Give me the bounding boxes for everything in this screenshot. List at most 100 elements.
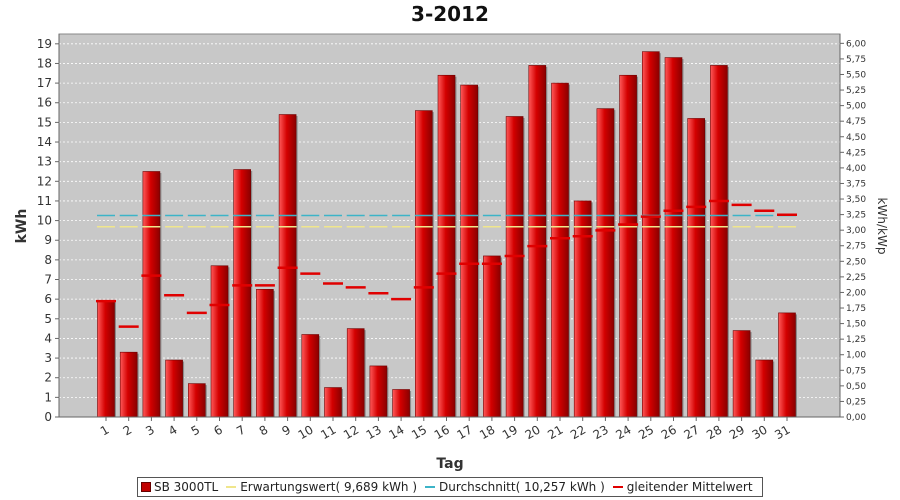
bar (551, 82, 569, 418)
y2-tick-label: 5,50 (846, 70, 866, 80)
x-tick-label: 31 (772, 422, 792, 442)
legend-label: SB 3000TL (154, 480, 219, 494)
bar (619, 74, 637, 418)
y2-tick-label: 2,50 (846, 257, 866, 267)
y2-tick-label: 0,00 (846, 413, 866, 423)
bar (687, 118, 706, 418)
x-tick-label: 28 (704, 422, 724, 442)
bar (414, 110, 433, 418)
legend-item-moving-average: gleitender Mittelwert (612, 480, 753, 494)
x-tick-label: 7 (234, 422, 248, 438)
bar (233, 169, 251, 418)
y-tick-label: 17 (37, 76, 52, 90)
legend-item-expected: Erwartungswert( 9,689 kWh ) (226, 480, 417, 494)
y-tick-label: 2 (44, 371, 52, 385)
bar (97, 300, 115, 418)
x-tick-label: 3 (143, 422, 157, 438)
bar (165, 359, 183, 418)
bar (664, 57, 683, 418)
bar (278, 114, 297, 418)
y-tick-label: 13 (37, 155, 52, 169)
legend-item-bars: SB 3000TL (141, 480, 218, 494)
bar (346, 328, 365, 418)
line-swatch-icon (612, 486, 623, 488)
legend-label: gleitender Mittelwert (626, 480, 753, 494)
bar (188, 383, 206, 418)
x-tick-label: 18 (477, 422, 497, 442)
x-tick-label: 30 (750, 422, 770, 442)
bar (437, 74, 456, 418)
x-tick-label: 27 (681, 422, 701, 442)
y-tick-label: 7 (44, 273, 52, 287)
y-tick-label: 16 (37, 96, 52, 110)
y2-tick-label: 1,50 (846, 320, 866, 330)
y-tick-label: 6 (44, 292, 52, 306)
x-tick-label: 12 (341, 422, 361, 442)
y2-tick-label: 4,00 (846, 164, 866, 174)
y2-tick-label: 4,75 (846, 117, 866, 127)
bar (460, 84, 479, 418)
y-tick-label: 12 (37, 174, 52, 188)
y2-tick-label: 2,25 (846, 273, 866, 283)
x-tick-label: 2 (121, 422, 135, 438)
x-tick-label: 24 (613, 422, 633, 442)
bar (369, 365, 388, 418)
legend-label: Erwartungswert( 9,689 kWh ) (240, 480, 418, 494)
x-tick-label: 17 (454, 422, 474, 442)
bar (573, 200, 592, 418)
x-tick-label: 19 (500, 422, 520, 442)
x-axis-label: Tag (436, 456, 463, 472)
x-tick-label: 23 (591, 422, 611, 442)
bar (732, 330, 751, 418)
y-tick-label: 11 (37, 194, 52, 208)
y2-tick-label: 0,50 (846, 382, 866, 392)
y-tick-label: 8 (44, 253, 52, 267)
legend-item-average: Durchschnitt( 10,257 kWh ) (425, 480, 605, 494)
y-tick-label: 15 (37, 115, 52, 129)
bar (596, 108, 615, 418)
x-tick-label: 14 (386, 422, 406, 442)
bar (119, 351, 138, 418)
x-tick-label: 9 (279, 422, 293, 438)
bar (483, 255, 501, 418)
y-tick-label: 19 (37, 37, 52, 51)
y-tick-label: 18 (37, 56, 52, 70)
bar (755, 359, 774, 418)
y-tick-label: 3 (44, 351, 52, 365)
y2-tick-label: 1,25 (846, 335, 866, 345)
x-tick-label: 6 (211, 422, 225, 438)
y2-tick-label: 4,50 (846, 133, 866, 143)
legend-label: Durchschnitt( 10,257 kWh ) (439, 480, 605, 494)
y2-tick-label: 5,25 (846, 86, 866, 96)
x-tick-label: 4 (166, 422, 180, 438)
y-axis-label: kWh (14, 209, 30, 244)
bar (528, 65, 547, 418)
x-tick-label: 1 (98, 422, 112, 438)
y2-tick-label: 2,00 (846, 288, 866, 298)
y2-tick-label: 1,75 (846, 304, 866, 314)
line-swatch-icon (425, 486, 436, 488)
bar (256, 289, 274, 418)
bar (301, 334, 320, 418)
x-tick-label: 11 (318, 422, 338, 442)
x-tick-label: 22 (568, 422, 588, 442)
chart-title: 3-2012 (411, 2, 489, 26)
x-tick-label: 5 (189, 422, 203, 438)
y2-tick-label: 3,75 (846, 179, 866, 189)
y-tick-label: 1 (44, 390, 52, 404)
bar-swatch-icon (141, 482, 151, 492)
y-tick-label: 9 (44, 233, 52, 247)
y-tick-label: 14 (37, 135, 52, 149)
x-tick-label: 29 (727, 422, 747, 442)
x-tick-label: 10 (296, 422, 316, 442)
bar (778, 312, 796, 418)
line-swatch-icon (226, 486, 237, 488)
x-tick-label: 25 (636, 422, 656, 442)
bar (324, 387, 342, 418)
y2-tick-label: 1,00 (846, 351, 866, 361)
bar (392, 389, 410, 418)
y-tick-label: 10 (37, 214, 52, 228)
x-tick-label: 26 (659, 422, 679, 442)
y2-tick-label: 3,25 (846, 211, 866, 221)
